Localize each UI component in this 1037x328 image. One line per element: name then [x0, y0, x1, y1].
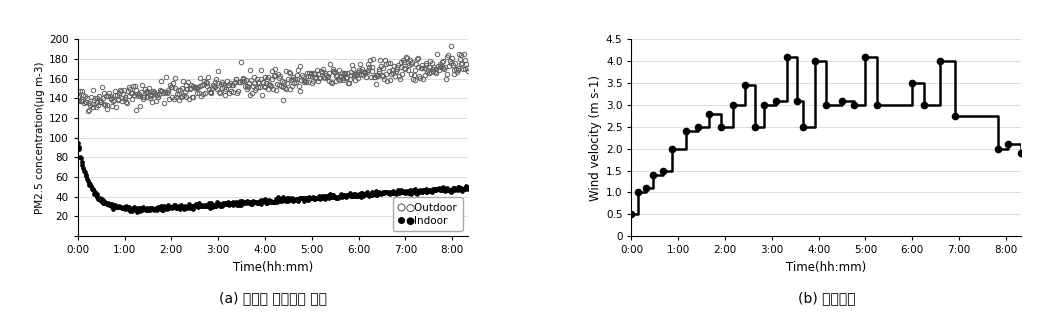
X-axis label: Time(hh:mm): Time(hh:mm): [232, 261, 313, 274]
X-axis label: Time(hh:mm): Time(hh:mm): [786, 261, 867, 274]
Y-axis label: Wind velocity (m s-1): Wind velocity (m s-1): [589, 75, 601, 201]
Text: (a) 실내외 미세먼지 농도: (a) 실내외 미세먼지 농도: [219, 291, 327, 305]
Y-axis label: PM2.5 concentration(μg m-3): PM2.5 concentration(μg m-3): [35, 62, 45, 214]
Legend: ○Outdoor, ●Indoor: ○Outdoor, ●Indoor: [393, 197, 463, 231]
Text: (b) 외부풍속: (b) 외부풍속: [797, 291, 856, 305]
